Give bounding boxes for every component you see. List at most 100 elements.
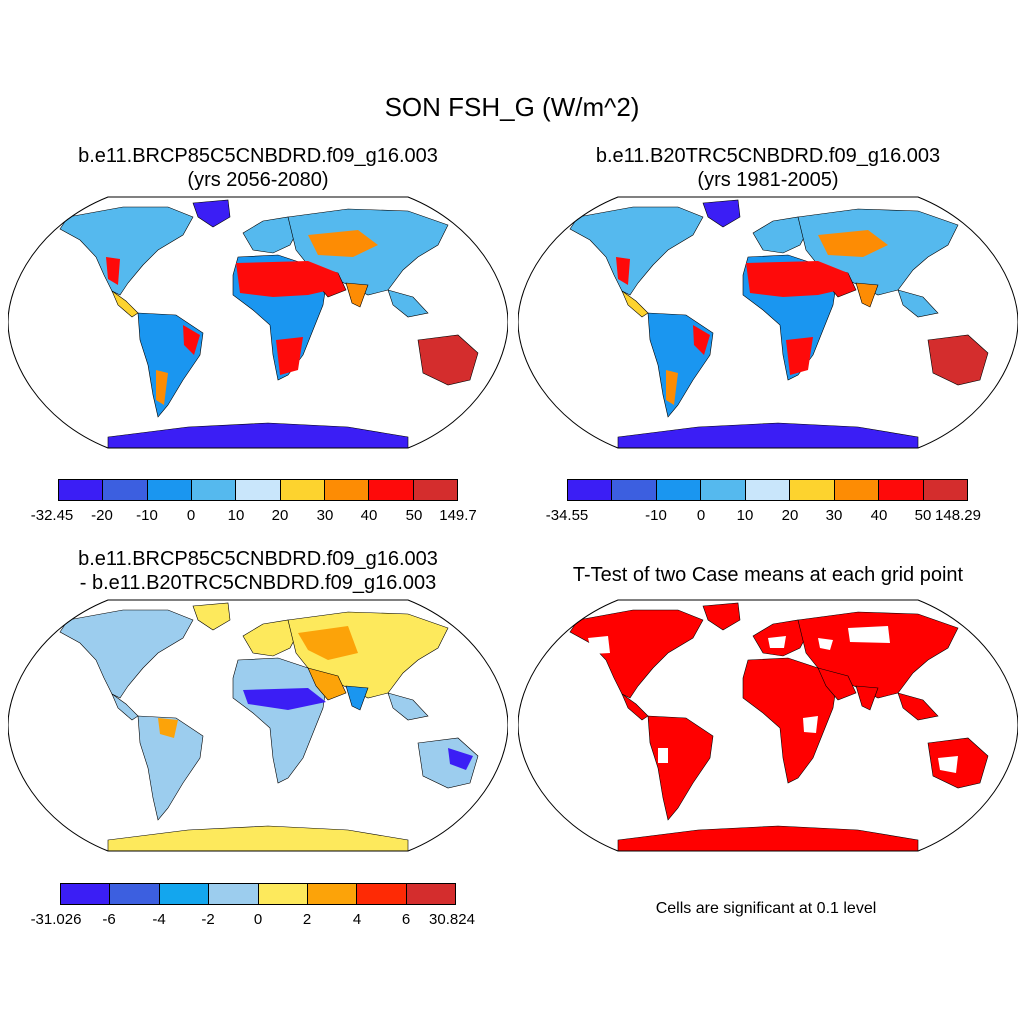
map-border [8, 196, 508, 449]
map-border [518, 196, 1018, 449]
panel-bottom-left-title: b.e11.BRCP85C5CNBDRD.f09_g16.003 [78, 548, 438, 570]
colorbar-top-left [58, 479, 458, 501]
continent-australia [927, 334, 989, 386]
continent-seAsia [387, 692, 429, 721]
continent-greenland [702, 602, 741, 631]
hot-region-sw-north-america [106, 257, 120, 285]
colorbar-label: -10 [645, 507, 667, 524]
colorbar-label: 10 [227, 507, 245, 524]
warm-region-patagonia [666, 370, 678, 405]
colorbar-label: 30 [316, 507, 334, 524]
continent-northAmerica [59, 206, 194, 296]
continent-india [345, 685, 369, 711]
colorbar-swatch [413, 480, 457, 500]
continent-seAsia [897, 289, 939, 318]
panel-bottom-right-title: T-Test of two Case means at each grid po… [572, 564, 964, 586]
hot-region-brazil [693, 325, 710, 355]
colorbar-swatch [324, 480, 370, 500]
continent-antarctica [107, 825, 409, 851]
colorbar-swatch [147, 480, 192, 500]
panel-top-left-title: b.e11.BRCP85C5CNBDRD.f09_g16.003 [78, 145, 438, 167]
panel-top-right-title: b.e11.B20TRC5CNBDRD.f09_g16.003 [595, 145, 941, 167]
warm-region-patagonia [156, 370, 168, 405]
panel-bottom-left-subtitle: - b.e11.B20TRC5CNBDRD.f09_g16.003 [79, 572, 437, 594]
positive-region-amazon [158, 718, 178, 738]
colorbar-label: 30 [825, 507, 843, 524]
land-layer [59, 199, 479, 448]
colorbar-label: -34.55 [545, 507, 589, 524]
colorbar-swatch [103, 480, 148, 500]
colorbar-swatch [656, 480, 702, 500]
colorbar-top-right [567, 479, 968, 501]
non-significant-region [588, 636, 610, 654]
map-bottom-right [518, 599, 1018, 852]
continent-northAmerica [59, 609, 194, 699]
non-significant-region [768, 636, 786, 648]
colorbar-label: 4 [352, 911, 362, 928]
colorbar-swatch [191, 480, 237, 500]
continent-antarctica [617, 422, 919, 448]
hot-region-sw-north-america [616, 257, 630, 285]
colorbar-swatch [159, 884, 210, 904]
continent-seAsia [897, 692, 939, 721]
hot-region-southern-africa [276, 337, 303, 375]
continent-seAsia [387, 289, 429, 318]
land-layer [569, 199, 989, 448]
colorbar-bottom-left [60, 883, 456, 905]
colorbar-label: 0 [696, 507, 706, 524]
panel-top-right-subtitle: (yrs 1981-2005) [697, 169, 839, 191]
continent-australia [927, 737, 989, 789]
colorbar-label: -32.45 [30, 507, 74, 524]
colorbar-label: 40 [360, 507, 378, 524]
colorbar-swatch [236, 480, 281, 500]
colorbar-swatch [568, 480, 613, 500]
negative-region-sahel [243, 688, 326, 710]
non-significant-region [803, 716, 818, 733]
colorbar-label: 40 [870, 507, 888, 524]
colorbar-label: 50 [405, 507, 423, 524]
significance-note: Cells are significant at 0.1 level [655, 900, 877, 917]
colorbar-label: 30.824 [429, 911, 475, 928]
map-border [518, 599, 1018, 852]
continent-southAmerica [137, 715, 204, 821]
colorbar-label: 20 [271, 507, 289, 524]
map-border [8, 599, 508, 852]
continent-greenland [702, 199, 741, 228]
continent-india [345, 282, 369, 308]
colorbar-swatch [110, 884, 160, 904]
continent-northAmerica [569, 206, 704, 296]
map-top-right [518, 196, 1018, 449]
colorbar-swatch [258, 884, 308, 904]
positive-region-central-asia [298, 626, 358, 660]
colorbar-swatch [369, 480, 414, 500]
colorbar-label: -20 [91, 507, 113, 524]
colorbar-swatch [61, 884, 111, 904]
continent-antarctica [107, 422, 409, 448]
colorbar-label: 2 [302, 911, 312, 928]
colorbar-swatch [834, 480, 880, 500]
warm-region-central-asia [308, 230, 378, 257]
colorbar-swatch [209, 884, 259, 904]
colorbar-swatch [790, 480, 835, 500]
hot-region-sahara [236, 261, 343, 297]
colorbar-label: 148.29 [935, 507, 981, 524]
continent-australia [417, 737, 479, 789]
colorbar-swatch [701, 480, 746, 500]
continent-southAmerica [647, 715, 714, 821]
negative-region-east-australia [448, 748, 473, 770]
continent-centralAmerica [111, 290, 139, 318]
warm-region-central-asia [818, 230, 888, 257]
hot-region-southern-africa [786, 337, 813, 375]
non-significant-region [658, 748, 668, 763]
colorbar-label: 10 [736, 507, 754, 524]
continent-centralAmerica [621, 290, 649, 318]
continent-centralAmerica [621, 693, 649, 721]
non-significant-region [848, 626, 890, 643]
colorbar-label: -2 [201, 911, 215, 928]
colorbar-label: 50 [914, 507, 932, 524]
colorbar-label: -4 [152, 911, 166, 928]
colorbar-swatch [406, 884, 455, 904]
continent-arabia [817, 667, 857, 701]
non-significant-region [938, 756, 958, 773]
continent-greenland [192, 602, 231, 631]
